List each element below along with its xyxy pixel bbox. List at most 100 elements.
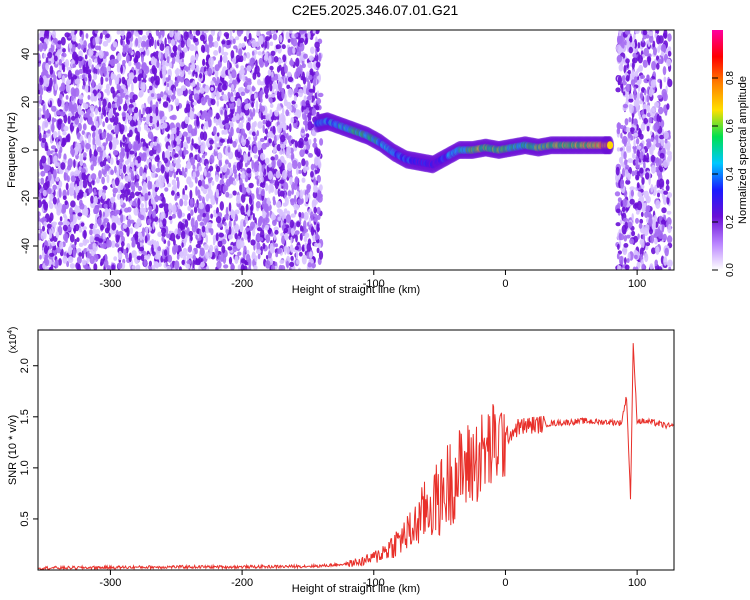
noise-cell: [260, 229, 265, 240]
noise-cell: [206, 213, 210, 222]
noise-cell: [214, 248, 219, 257]
noise-cell: [663, 130, 669, 140]
noise-cell: [181, 121, 186, 130]
noise-cell: [219, 54, 223, 63]
noise-cell: [199, 73, 203, 79]
noise-cell: [645, 34, 650, 39]
noise-cell: [242, 74, 246, 82]
noise-cell: [272, 33, 278, 41]
noise-cell: [145, 106, 151, 115]
noise-cell: [74, 223, 80, 232]
noise-cell: [134, 191, 140, 197]
noise-cell: [212, 125, 217, 135]
noise-cell: [253, 145, 258, 154]
noise-cell: [95, 140, 101, 145]
noise-cell: [624, 159, 628, 166]
noise-cell: [234, 36, 240, 41]
noise-cell: [215, 90, 220, 101]
noise-cell: [176, 89, 182, 97]
noise-cell: [243, 55, 247, 62]
noise-cell: [77, 43, 82, 50]
noise-cell: [666, 220, 669, 227]
noise-cell: [622, 135, 628, 145]
noise-cell: [234, 255, 239, 264]
noise-cell: [58, 187, 62, 198]
noise-cell: [80, 222, 85, 227]
noise-cell: [112, 209, 118, 217]
noise-cell: [194, 126, 198, 136]
noise-cell: [661, 207, 667, 214]
noise-cell: [109, 141, 113, 150]
noise-cell: [293, 204, 300, 211]
noise-cell: [640, 91, 643, 101]
noise-cell: [142, 181, 147, 191]
noise-cell: [638, 64, 643, 71]
noise-cell: [265, 183, 269, 192]
noise-cell: [295, 166, 299, 175]
noise-cell: [149, 181, 153, 190]
noise-cell: [155, 106, 159, 117]
noise-cell: [39, 165, 44, 170]
noise-cell: [98, 189, 101, 198]
noise-cell: [114, 124, 120, 135]
noise-cell: [137, 74, 142, 82]
noise-cell: [81, 171, 86, 181]
noise-cell: [280, 265, 286, 270]
noise-cell: [208, 40, 213, 48]
noise-cell: [45, 145, 49, 151]
noise-cell: [205, 204, 211, 213]
noise-cell: [101, 131, 107, 140]
noise-cell: [640, 211, 644, 218]
noise-cell: [645, 242, 651, 247]
noise-cell: [112, 149, 119, 156]
noise-cell: [151, 104, 157, 112]
noise-cell: [190, 217, 195, 228]
noise-cell: [85, 142, 91, 150]
noise-cell: [666, 210, 672, 215]
noise-cell: [62, 64, 66, 73]
noise-cell: [98, 98, 102, 107]
noise-cell: [110, 169, 114, 176]
noise-cell: [94, 45, 100, 51]
noise-cell: [654, 259, 658, 267]
noise-cell: [616, 127, 621, 135]
noise-cell: [639, 167, 644, 174]
spectrogram-x-ticks: -300 -200 -100 0 100: [99, 270, 646, 290]
noise-cell: [231, 117, 237, 122]
noise-cell: [149, 85, 153, 91]
noise-cell: [228, 202, 232, 212]
noise-cell: [52, 169, 57, 179]
noise-cell: [307, 262, 312, 268]
noise-cell: [663, 214, 666, 220]
noise-cell: [644, 224, 650, 232]
noise-cell: [182, 131, 188, 137]
noise-cell: [269, 103, 274, 108]
noise-cell: [110, 196, 116, 204]
noise-cell: [624, 257, 627, 265]
noise-cell: [222, 185, 227, 194]
noise-cell: [146, 253, 151, 260]
noise-cell: [255, 59, 258, 69]
noise-cell: [646, 141, 652, 148]
noise-cell: [167, 183, 172, 188]
noise-cell: [316, 223, 320, 233]
noise-cell: [269, 84, 273, 92]
snr-x-ticks: -300 -200 -100 0 100: [99, 570, 646, 589]
noise-cell: [645, 172, 650, 180]
noise-cell: [283, 208, 288, 214]
noise-cell: [129, 227, 134, 234]
noise-cell: [82, 123, 87, 131]
noise-cell: [631, 62, 635, 70]
noise-cell: [148, 205, 153, 212]
noise-cell: [240, 264, 245, 270]
noise-cell: [634, 30, 640, 34]
noise-cell: [179, 62, 185, 67]
noise-cell: [78, 252, 83, 257]
noise-cell: [78, 68, 84, 74]
noise-cell: [159, 110, 163, 118]
spectrogram-plot-area: [38, 30, 673, 270]
noise-cell: [615, 208, 621, 214]
noise-cell: [316, 206, 321, 215]
noise-cell: [39, 37, 45, 42]
noise-cell: [139, 47, 145, 53]
